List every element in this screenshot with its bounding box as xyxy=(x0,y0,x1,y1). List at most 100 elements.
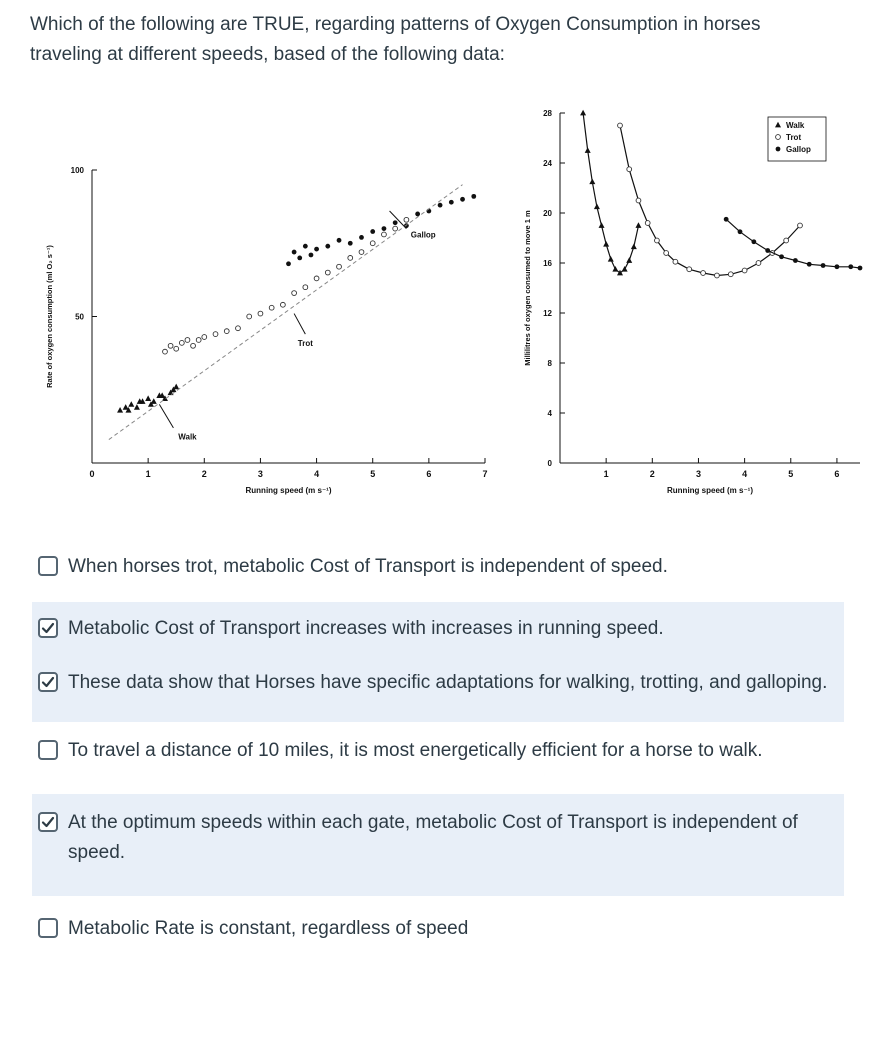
checkmark-icon xyxy=(41,622,55,634)
data-point-walk xyxy=(593,203,600,210)
data-point-gallop xyxy=(415,211,421,217)
figures: 0 1 2 3 4 5 6 7 50 100 Running speed (m s⁻¹) Rate o… xyxy=(30,95,863,515)
data-point-gallop xyxy=(325,243,331,249)
data-point-walk xyxy=(147,401,154,407)
series-walk xyxy=(580,109,642,276)
walk-arrow xyxy=(158,404,174,429)
data-point-gallop xyxy=(820,263,826,268)
checkbox-3[interactable] xyxy=(38,672,58,692)
legend-marker-trot xyxy=(775,134,781,140)
y-axis-label: Rate of oxygen consumption (ml O₂ s⁻¹) xyxy=(45,245,54,388)
data-point-gallop xyxy=(792,258,798,263)
data-point-trot xyxy=(212,331,219,337)
data-point-gallop xyxy=(347,240,353,246)
data-point-walk xyxy=(626,257,633,263)
y-tick-label: 24 xyxy=(543,159,552,168)
data-point-gallop xyxy=(448,199,454,205)
answer-2-text: Metabolic Cost of Transport increases wi… xyxy=(68,618,664,639)
legend: Walk Trot Gallop xyxy=(767,116,827,162)
data-point-walk xyxy=(589,178,596,185)
data-point-trot xyxy=(381,231,387,238)
data-point-walk xyxy=(125,407,132,413)
y-tick-label: 20 xyxy=(543,209,552,218)
data-point-trot xyxy=(268,304,275,311)
series-walk xyxy=(117,383,180,413)
checkbox-5[interactable] xyxy=(38,812,58,832)
data-point-trot xyxy=(235,325,241,332)
series-trot xyxy=(162,216,410,355)
x-tick-label: 6 xyxy=(426,469,431,479)
x-tick-label: 0 xyxy=(89,469,94,479)
data-point-trot xyxy=(617,122,623,129)
data-point-gallop xyxy=(857,265,863,271)
data-point-walk xyxy=(603,241,610,247)
data-point-walk xyxy=(630,243,637,250)
answer-option-3[interactable]: These data show that Horses have specifi… xyxy=(32,656,844,722)
data-point-trot xyxy=(714,272,720,279)
data-point-gallop xyxy=(471,193,477,199)
y-tick-label: 50 xyxy=(75,313,84,322)
data-point-walk xyxy=(584,147,591,153)
data-point-walk xyxy=(170,386,177,393)
checkmark-icon xyxy=(41,816,55,828)
data-point-gallop xyxy=(806,261,812,267)
x-axis-label: Running speed (m s⁻¹) xyxy=(246,486,332,495)
checkbox-1[interactable] xyxy=(38,556,58,576)
gallop-arrow xyxy=(389,210,407,229)
data-point-gallop xyxy=(848,264,854,270)
answer-option-2[interactable]: Metabolic Cost of Transport increases wi… xyxy=(32,602,844,656)
data-point-walk xyxy=(136,398,143,404)
series-gallop xyxy=(723,216,863,271)
data-point-walk xyxy=(161,395,168,401)
answer-option-4[interactable]: To travel a distance of 10 miles, it is … xyxy=(32,722,844,794)
data-point-trot xyxy=(644,220,651,226)
legend-marker-gallop xyxy=(775,146,781,152)
data-point-gallop xyxy=(308,252,314,258)
checkbox-2[interactable] xyxy=(38,618,58,638)
x-tick-label: 6 xyxy=(834,469,839,479)
legend-marker-walk xyxy=(775,121,781,128)
data-point-gallop xyxy=(751,239,757,245)
data-point-walk xyxy=(607,256,614,262)
answer-3-text: These data show that Horses have specifi… xyxy=(68,672,828,693)
answer-option-5[interactable]: At the optimum speeds within each gate, … xyxy=(32,794,844,896)
data-point-trot xyxy=(727,271,734,278)
data-point-trot xyxy=(201,334,208,340)
question-text: Which of the following are TRUE, regardi… xyxy=(30,14,761,65)
data-point-gallop xyxy=(370,229,376,234)
data-point-gallop xyxy=(765,248,771,253)
answer-option-6[interactable]: Metabolic Rate is constant, regardless o… xyxy=(32,902,844,956)
data-point-trot xyxy=(190,342,196,349)
data-point-trot xyxy=(302,284,309,291)
data-point-trot xyxy=(626,166,633,173)
data-point-trot xyxy=(686,266,693,273)
checkbox-6[interactable] xyxy=(38,918,58,938)
y-tick-label: 12 xyxy=(543,309,552,318)
data-point-trot xyxy=(755,260,762,266)
y-tick-label: 0 xyxy=(548,459,553,468)
answer-option-1[interactable]: When horses trot, metabolic Cost of Tran… xyxy=(32,540,844,594)
data-point-gallop xyxy=(297,255,303,261)
data-point-trot xyxy=(663,250,670,256)
x-tick-label: 3 xyxy=(696,469,701,479)
data-point-gallop xyxy=(286,261,291,267)
data-point-trot xyxy=(167,342,174,349)
checkbox-4[interactable] xyxy=(38,740,58,760)
data-point-trot xyxy=(369,240,376,247)
data-point-trot xyxy=(635,197,642,204)
data-point-trot xyxy=(347,255,354,261)
answer-5-text: At the optimum speeds within each gate, … xyxy=(68,812,798,863)
y-tick-label: 4 xyxy=(548,409,553,418)
data-point-trot xyxy=(336,263,342,270)
x-tick-label: 5 xyxy=(788,469,793,479)
answer-list: When horses trot, metabolic Cost of Tran… xyxy=(32,540,844,956)
x-tick-label: 5 xyxy=(370,469,375,479)
right-chart: 1 2 3 4 5 6 0 4 8 12 16 20 24 28 Running speed (m s⁻¹)… xyxy=(500,95,863,515)
data-point-trot xyxy=(280,301,286,308)
data-point-gallop xyxy=(723,216,729,222)
data-point-trot xyxy=(392,225,399,232)
oxygen-rate-chart: 0 1 2 3 4 5 6 7 50 100 Running speed (m s⁻¹) Rate o… xyxy=(45,166,488,495)
data-point-gallop xyxy=(834,264,840,270)
annotation-gallop: Gallop xyxy=(411,230,436,239)
